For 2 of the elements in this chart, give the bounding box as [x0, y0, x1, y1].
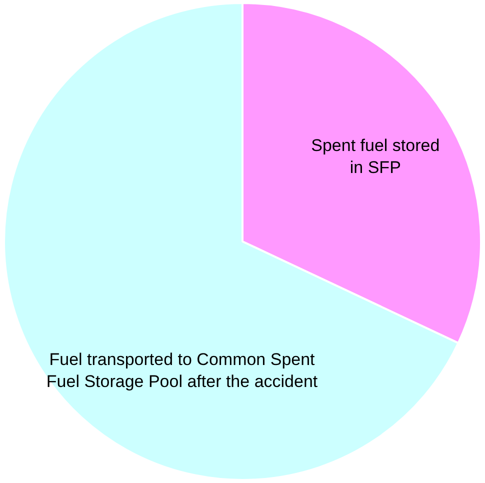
slice-label: Spent fuel stored in SFP [311, 136, 440, 177]
slice-label: Fuel transported to Common Spent Fuel Storage Pool after the accident [46, 350, 318, 391]
